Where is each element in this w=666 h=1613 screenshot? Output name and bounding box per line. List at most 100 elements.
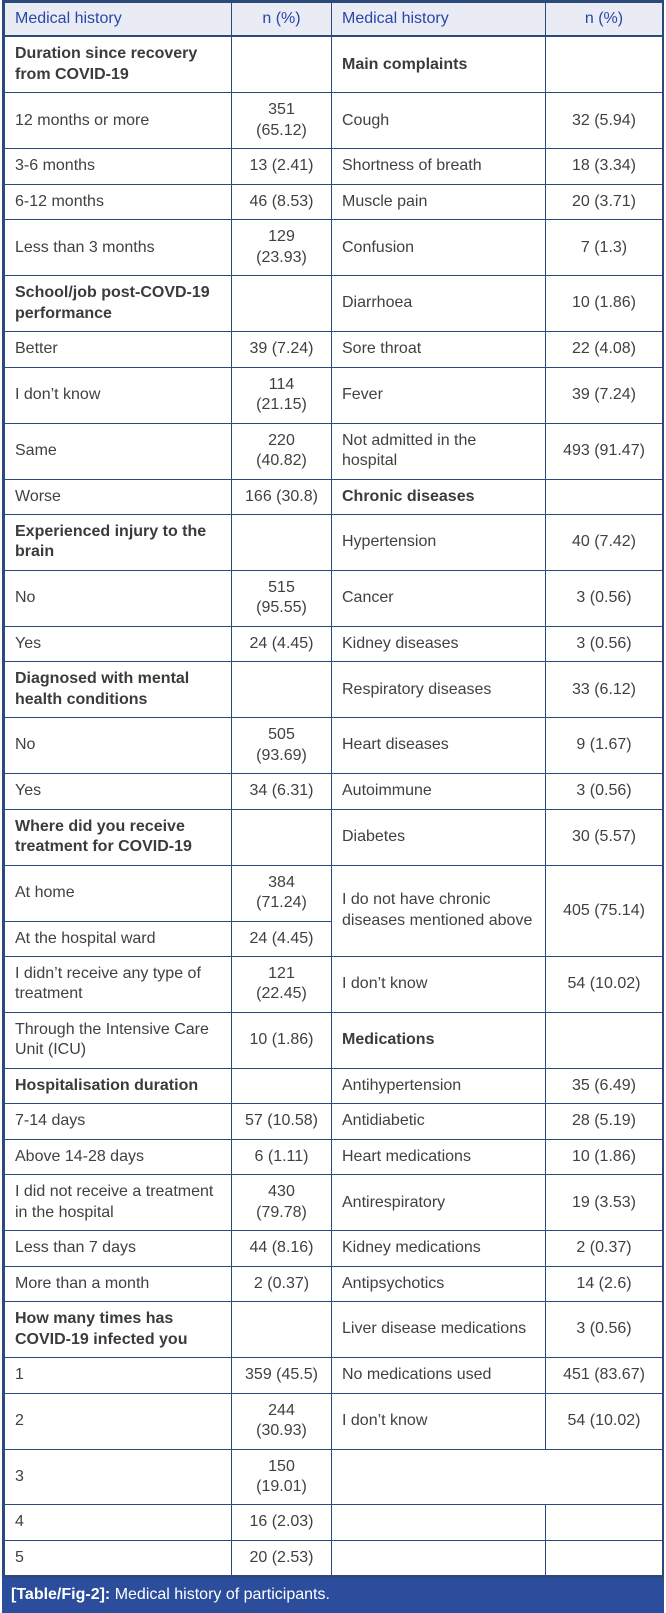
cell: Worse — [4, 478, 232, 515]
table-row: At home 384 (71.24) I do not have chronic … — [4, 864, 663, 958]
table-row: Through the Intensive Care Unit (ICU) 10 … — [4, 1011, 663, 1069]
table-row: I didn’t receive any type of treatment 12… — [4, 956, 663, 1013]
cell: 351 (65.12) — [231, 92, 332, 150]
cell: Diagnosed with mental health conditions — [4, 661, 232, 719]
cell: Fever — [331, 366, 546, 424]
cell: 3 (0.56) — [545, 569, 663, 627]
cell: 3 (0.56) — [545, 773, 663, 810]
cell: 129 (23.93) — [231, 219, 332, 277]
header-n-pct-right: n (%) — [545, 2, 663, 38]
cell: School/job post-COVD-19 performance — [4, 275, 232, 333]
cell: 10 (1.86) — [231, 1011, 332, 1069]
table-row: 2 244 (30.93) I don’t know 54 (10.02) — [4, 1392, 663, 1450]
cell: 34 (6.31) — [231, 773, 332, 810]
cell: Less than 3 months — [4, 219, 232, 277]
cell: 1 — [4, 1357, 232, 1394]
table-row: Where did you receive treatment for COVI… — [4, 808, 663, 866]
cell: 20 (2.53) — [231, 1539, 332, 1577]
cell: 40 (7.42) — [545, 513, 663, 571]
cell: 6-12 months — [4, 183, 232, 221]
cell: Diarrhoea — [331, 275, 546, 333]
cell: Medications — [331, 1011, 546, 1069]
cell: Autoimmune — [331, 773, 546, 810]
table-row: Hospitalisation duration Antihypertension… — [4, 1067, 663, 1105]
cell — [545, 1504, 663, 1541]
cell: Experienced injury to the brain — [4, 513, 232, 571]
cell: 430 (79.78) — [231, 1174, 332, 1232]
cell — [545, 1539, 663, 1577]
cell: 10 (1.86) — [545, 275, 663, 333]
cell: 2 (0.37) — [545, 1230, 663, 1267]
cell: Confusion — [331, 219, 546, 277]
cell: 39 (7.24) — [545, 366, 663, 424]
table-row: Yes 34 (6.31) Autoimmune 3 (0.56) — [4, 773, 663, 810]
cell — [231, 513, 332, 571]
cell: No — [4, 569, 232, 627]
cell: 39 (7.24) — [231, 331, 332, 368]
cell: Diabetes — [331, 808, 546, 866]
cell: At home — [4, 864, 232, 922]
table-row: How many times has COVID-19 infected you… — [4, 1301, 663, 1359]
table-row: 7-14 days 57 (10.58) Antidiabetic 28 (5.19) — [4, 1103, 663, 1140]
cell: 3-6 months — [4, 148, 232, 185]
cell — [331, 1448, 663, 1506]
cell: I don’t know — [4, 366, 232, 424]
cell: Through the Intensive Care Unit (ICU) — [4, 1011, 232, 1069]
table-caption: [Table/Fig-2]: Medical history of partic… — [2, 1578, 664, 1613]
table-row: At the hospital ward 24 (4.45) — [4, 920, 663, 958]
cell: Cough — [331, 92, 546, 150]
cell — [545, 478, 663, 515]
cell — [331, 1504, 546, 1541]
table-row: Worse 166 (30.8) Chronic diseases — [4, 478, 663, 515]
cell: No medications used — [331, 1357, 546, 1394]
cell: Antirespiratory — [331, 1174, 546, 1232]
cell: 114 (21.15) — [231, 366, 332, 424]
cell — [231, 275, 332, 333]
cell: Kidney medications — [331, 1230, 546, 1267]
cell: 20 (3.71) — [545, 183, 663, 221]
table-row: No 505 (93.69) Heart diseases 9 (1.67) — [4, 717, 663, 775]
cell: 19 (3.53) — [545, 1174, 663, 1232]
table-body: Duration since recovery from COVID-19 Mai… — [4, 35, 663, 1577]
cell: 505 (93.69) — [231, 717, 332, 775]
cell — [545, 1011, 663, 1069]
cell — [231, 1301, 332, 1359]
cell: Yes — [4, 773, 232, 810]
table-row: 1 359 (45.5) No medications used 451 (83.67… — [4, 1357, 663, 1394]
cell — [545, 35, 663, 94]
cell: Main complaints — [331, 35, 546, 94]
cell: 6 (1.11) — [231, 1138, 332, 1176]
cell: I do not have chronic diseases mentioned… — [331, 864, 546, 958]
cell: Not admitted in the hospital — [331, 422, 546, 480]
cell: 4 — [4, 1504, 232, 1541]
cell: Antihypertension — [331, 1067, 546, 1105]
cell: Hypertension — [331, 513, 546, 571]
cell: I don’t know — [331, 1392, 546, 1450]
cell: 54 (10.02) — [545, 956, 663, 1013]
cell: 166 (30.8) — [231, 478, 332, 515]
cell: Less than 7 days — [4, 1230, 232, 1267]
header-medical-history-right: Medical history — [331, 2, 546, 38]
cell: 28 (5.19) — [545, 1103, 663, 1140]
cell — [231, 35, 332, 94]
table-row: No 515 (95.55) Cancer 3 (0.56) — [4, 569, 663, 627]
cell: 451 (83.67) — [545, 1357, 663, 1394]
cell: Where did you receive treatment for COVI… — [4, 808, 232, 866]
cell: Duration since recovery from COVID-19 — [4, 35, 232, 94]
cell: 18 (3.34) — [545, 148, 663, 185]
cell: 384 (71.24) — [231, 864, 332, 922]
cell: Above 14-28 days — [4, 1138, 232, 1176]
cell: No — [4, 717, 232, 775]
table-row: Diagnosed with mental health conditions R… — [4, 661, 663, 719]
cell: 30 (5.57) — [545, 808, 663, 866]
table-row: I don’t know 114 (21.15) Fever 39 (7.24) — [4, 366, 663, 424]
cell: 22 (4.08) — [545, 331, 663, 368]
table-row: 3 150 (19.01) — [4, 1448, 663, 1506]
header-n-pct-left: n (%) — [231, 2, 332, 38]
cell: Same — [4, 422, 232, 480]
cell: 150 (19.01) — [231, 1448, 332, 1506]
cell: Better — [4, 331, 232, 368]
cell: Heart diseases — [331, 717, 546, 775]
cell: 9 (1.67) — [545, 717, 663, 775]
medical-history-table-wrap: Medical history n (%) Medical history n … — [2, 0, 664, 1579]
